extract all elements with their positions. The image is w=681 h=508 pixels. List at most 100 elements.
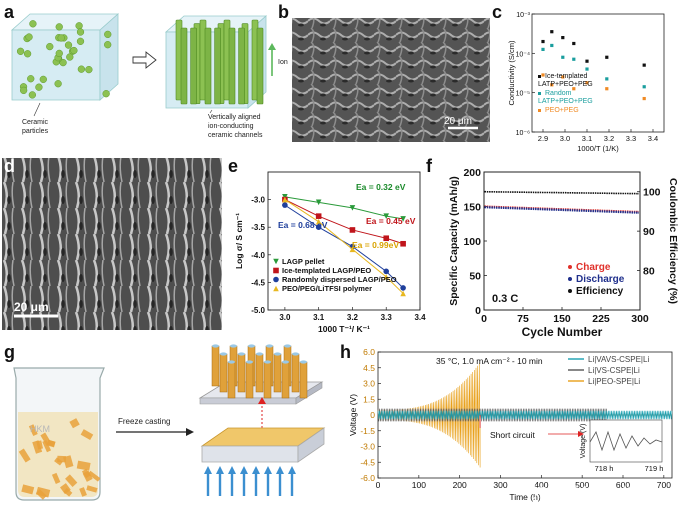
sem-image-d: [2, 158, 222, 330]
chart-e-annotation: Ea = 0.32 eV: [356, 182, 406, 192]
chart-f-legend-label: Charge: [576, 262, 611, 273]
chart-c-point: [561, 36, 565, 40]
ceramic-channel: [238, 27, 245, 105]
chart-e-ytick-label: -4.5: [251, 278, 265, 287]
chart-c-point: [605, 87, 609, 91]
ceramic-particle: [23, 50, 32, 58]
chart-h-ytick-label: -1.5: [360, 426, 375, 436]
panel-c: c 2.9 3.0 3.1 3.2 3.3 3.4 10⁻³ 10⁻⁴ 10⁻⁵ 10⁻⁶ 1000…: [492, 2, 665, 153]
chart-f-ytick-label: 150: [463, 202, 481, 214]
chart-c-point: [561, 55, 565, 59]
ceramic-channel: [180, 27, 188, 105]
chart-h-xtick-label: 300: [493, 480, 507, 490]
ceramic-flake: [28, 424, 38, 436]
chart-e-point: [315, 213, 322, 219]
cold-front-arrowhead-icon: [288, 466, 296, 474]
panel-b-label: b: [278, 2, 289, 22]
chart-c-point: [550, 83, 554, 87]
chart-c-point: [605, 55, 609, 59]
beaker-text: HKM: [30, 424, 50, 434]
panel-e-label: e: [228, 156, 238, 176]
ceramic-pillar: [237, 353, 246, 393]
chart-h-xtick-label: 400: [534, 480, 548, 490]
aligned-caption-3: ceramic channels: [208, 132, 263, 139]
ceramic-flake: [36, 440, 44, 450]
pillar-top: [228, 360, 235, 364]
pillar-top: [264, 360, 271, 364]
panel-a-label: a: [4, 2, 15, 22]
panel-g-label: g: [4, 342, 15, 362]
chart-c-xlabel: 1000/T (1/K): [577, 144, 619, 153]
panel-e: e 3.0 3.1 3.2 3.3 3.4 -3.0 -3.5 -4.0 -4.5 -5.0 100…: [228, 156, 426, 334]
chart-e-point: [282, 196, 288, 203]
ceramic-flake: [46, 439, 56, 447]
chart-e-annotation: Ea = 0.68 eV: [278, 220, 328, 230]
chart-f-legend-label: Discharge: [576, 274, 625, 285]
panel-d-label: d: [4, 156, 15, 176]
panel-a: a Ceramic particles Vertically aligned i…: [4, 2, 288, 139]
panel-c-label: c: [492, 2, 502, 22]
chart-c-legend-marker: [538, 92, 541, 95]
chart-f-xtick-label: 0: [481, 313, 487, 325]
ceramic-flake: [21, 484, 35, 495]
chart-f-series: [484, 206, 640, 214]
ceramic-channel: [228, 27, 236, 105]
chart-e-point: [273, 276, 279, 283]
ceramic-particle: [27, 75, 35, 83]
chart-f-ylabel: Specific Capacity (mAh/g): [448, 176, 460, 306]
cold-front-arrowhead-icon: [264, 466, 272, 474]
cold-front-arrowhead-icon: [216, 466, 224, 474]
ceramic-particle: [76, 28, 85, 36]
chart-h-ytick-label: -4.5: [360, 457, 375, 467]
chart-e-point: [383, 274, 390, 280]
ceramic-particle: [55, 23, 63, 31]
chart-h-xtick-label: 600: [616, 480, 630, 490]
ceramic-particle: [39, 75, 47, 84]
ceramic-flake: [79, 487, 87, 497]
chart-e-point: [273, 267, 279, 274]
chart-f-xtick-label: 300: [631, 313, 649, 325]
panel-f-label: f: [426, 156, 433, 176]
ceramic-flake: [51, 472, 61, 484]
ceramic-channel: [190, 27, 197, 105]
ceramic-particle: [70, 46, 78, 55]
chart-e-point: [315, 199, 322, 206]
chart-e-point: [400, 216, 406, 222]
ceramic-particle: [104, 30, 112, 39]
chart-e-point: [315, 224, 322, 230]
chart-e-point: [383, 213, 390, 219]
ceramic-channel: [256, 27, 264, 105]
chart-h-ytick-label: 3.0: [363, 379, 375, 389]
pillar-top: [300, 360, 307, 364]
chart-e-point: [400, 290, 406, 297]
ceramic-channel: [204, 27, 212, 105]
chart-c-xtick-label: 2.9: [538, 134, 548, 143]
ceramic-particle: [29, 20, 37, 28]
chart-e-xtick-label: 3.3: [381, 313, 393, 322]
chart-e-point: [273, 285, 279, 292]
chart-f-legend-marker: [568, 265, 572, 269]
chart-c-xtick-label: 3.0: [560, 134, 570, 143]
chart-c-ylabel: Conductivity (S/cm): [507, 40, 516, 106]
chart-c-legend-label: PEO+PEG: [545, 107, 579, 114]
pillar-top: [282, 360, 289, 364]
chart-f-ytick-label: 50: [469, 271, 481, 283]
chart-e-ytick-label: -3.5: [251, 223, 265, 232]
freezing-slab: [200, 427, 326, 496]
chart-e-ytick-label: -5.0: [251, 306, 265, 315]
chart-c-legend-label: LATP+PEO+PEG: [538, 81, 593, 88]
cold-front-arrowhead-icon: [204, 466, 212, 474]
chart-h-xtick-label: 0: [376, 480, 381, 490]
chart-e-xtick-label: 3.0: [279, 313, 291, 322]
ceramic-particle: [76, 37, 85, 45]
watermark: 知乎 @科学材料站: [532, 484, 657, 502]
ceramic-particle: [35, 83, 43, 91]
chart-h-series: [377, 408, 672, 422]
chart-h-legend-label: Li|VS-CSPE|Li: [588, 366, 640, 375]
pillar-top: [238, 352, 245, 356]
cold-front-arrowhead-icon: [240, 466, 248, 474]
ceramic-flake: [32, 440, 43, 454]
ceramic-flake: [76, 460, 91, 471]
chart-h-short-arrowhead-icon: [578, 431, 584, 437]
